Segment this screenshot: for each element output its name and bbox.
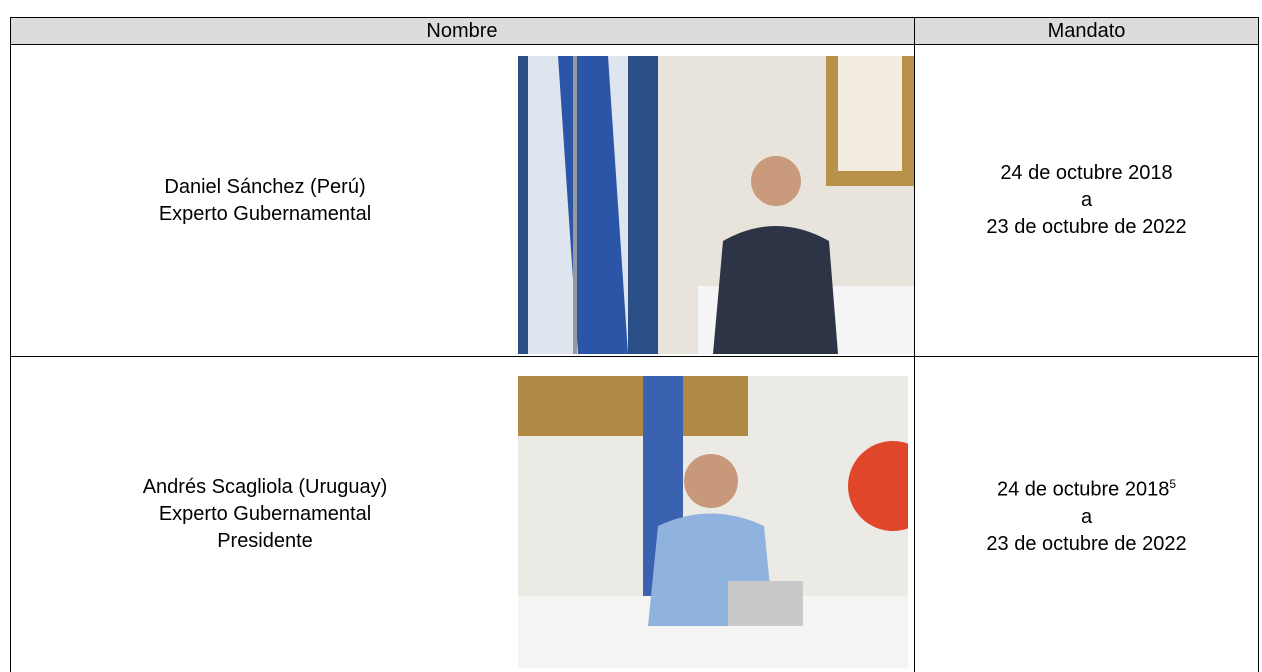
border	[10, 17, 1259, 18]
footnote: 5	[1169, 477, 1177, 492]
mandate-start: 24 de octubre 2018	[996, 478, 1170, 501]
border	[1258, 17, 1259, 672]
border	[10, 17, 11, 672]
mandate-sep: a	[1080, 505, 1093, 528]
name-line: Experto Gubernamental	[158, 202, 372, 225]
name-line: Experto Gubernamental	[158, 503, 372, 525]
name-cell: Andrés Scagliola (Uruguay) Experto Guber…	[10, 357, 520, 672]
mandate-sep: a	[1080, 189, 1093, 211]
name-line: Daniel Sánchez (Perú)	[164, 175, 366, 198]
border	[10, 356, 1259, 357]
mandate-cell: 24 de octubre 20185 a 23 de octubre de 2…	[915, 357, 1258, 672]
mandate-cell: 24 de octubre 2018 a 23 de octubre de 20…	[915, 45, 1258, 356]
name-line: Presidente	[217, 530, 313, 552]
photo	[518, 376, 908, 668]
mandate-end: 23 de octubre de 2022	[986, 216, 1187, 238]
name-line: Andrés Scagliola (Uruguay)	[142, 476, 388, 498]
photo	[518, 56, 914, 354]
mandate-start: 24 de octubre 2018	[1000, 162, 1173, 184]
mandate-end: 23 de octubre de 2022	[986, 532, 1187, 555]
mandate-start-line: 24 de octubre 20185	[997, 471, 1176, 504]
header-cell: Mandato	[915, 18, 1258, 44]
header-cell: Nombre	[10, 18, 914, 44]
border	[10, 44, 1259, 45]
border	[914, 17, 915, 672]
name-cell: Daniel Sánchez (Perú) Experto Gubernamen…	[10, 45, 520, 356]
